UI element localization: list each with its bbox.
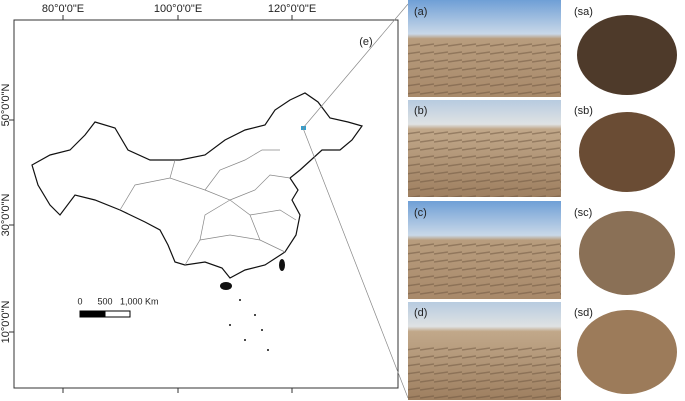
study-site <box>301 126 306 130</box>
photo-label: (sc) <box>574 207 592 219</box>
scale-bar <box>104 310 131 318</box>
photo-label: (b) <box>414 105 427 117</box>
photo-label: (c) <box>414 207 427 219</box>
lat-label: 30°0'0"N <box>0 194 12 237</box>
scale-label: 0 <box>77 296 82 306</box>
lon-label: 120°0'0"E <box>268 3 316 15</box>
field-photos <box>408 0 561 400</box>
photo-label: (sa) <box>574 6 593 18</box>
soil-photos <box>577 15 677 394</box>
photo-label: (a) <box>414 6 427 18</box>
photo-label: (sb) <box>574 105 593 117</box>
ticks <box>9 15 293 393</box>
leader-lines <box>302 3 409 399</box>
province-borders <box>119 149 297 266</box>
lat-label: 50°0'0"N <box>0 84 12 127</box>
photo-label: (sd) <box>574 307 593 319</box>
lat-label: 10°0'0"N <box>0 301 12 344</box>
scale-label: 500 <box>97 296 112 306</box>
country-outline <box>31 92 363 279</box>
lon-label: 80°0'0"E <box>42 3 84 15</box>
photo-label: (d) <box>414 307 427 319</box>
scale-label: 1,000 Km <box>120 296 159 306</box>
islands <box>220 259 285 351</box>
panel-label: (e) <box>359 36 372 48</box>
scale-bar <box>79 310 106 318</box>
lon-label: 100°0'0"E <box>154 3 202 15</box>
